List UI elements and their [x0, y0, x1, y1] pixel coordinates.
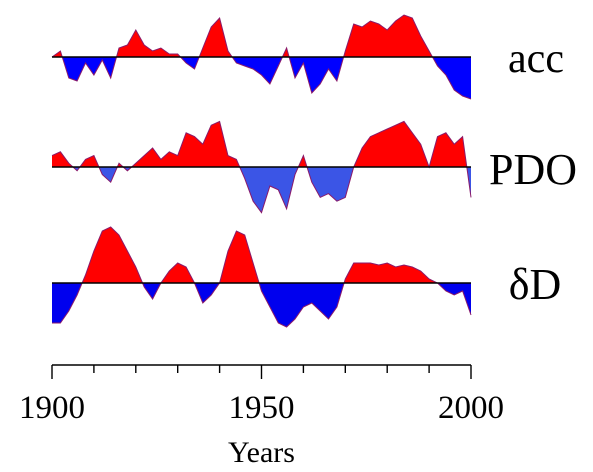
series-2-label: δD: [509, 260, 562, 309]
series-1-positive-area: [52, 121, 471, 167]
series-1-negative-area: [52, 167, 471, 213]
series-1-label: PDO: [489, 145, 577, 194]
series-0-negative-area: [52, 57, 471, 99]
chart-panels: acc PDO δD: [51, 14, 577, 328]
series-0-positive-area: [52, 15, 471, 57]
x-axis-label: Years: [228, 436, 295, 469]
series-1-line: [51, 120, 472, 214]
series-0: acc: [51, 14, 564, 100]
x-axis-ticks: [51, 365, 472, 379]
series-2-line: [52, 226, 472, 328]
x-axis-tick-labels: 1900 1950 2000: [19, 390, 504, 426]
series-1: PDO: [51, 120, 577, 214]
x-tick-label-1950: 1950: [229, 390, 295, 426]
series-2-positive-area: [52, 227, 471, 283]
series-2: δD: [52, 226, 562, 328]
x-axis: 1900 1950 2000 Years: [19, 364, 504, 469]
series-0-label: acc: [508, 36, 564, 82]
x-tick-label-2000: 2000: [438, 390, 504, 426]
x-tick-label-1900: 1900: [19, 390, 85, 426]
series-0-line: [51, 14, 472, 100]
